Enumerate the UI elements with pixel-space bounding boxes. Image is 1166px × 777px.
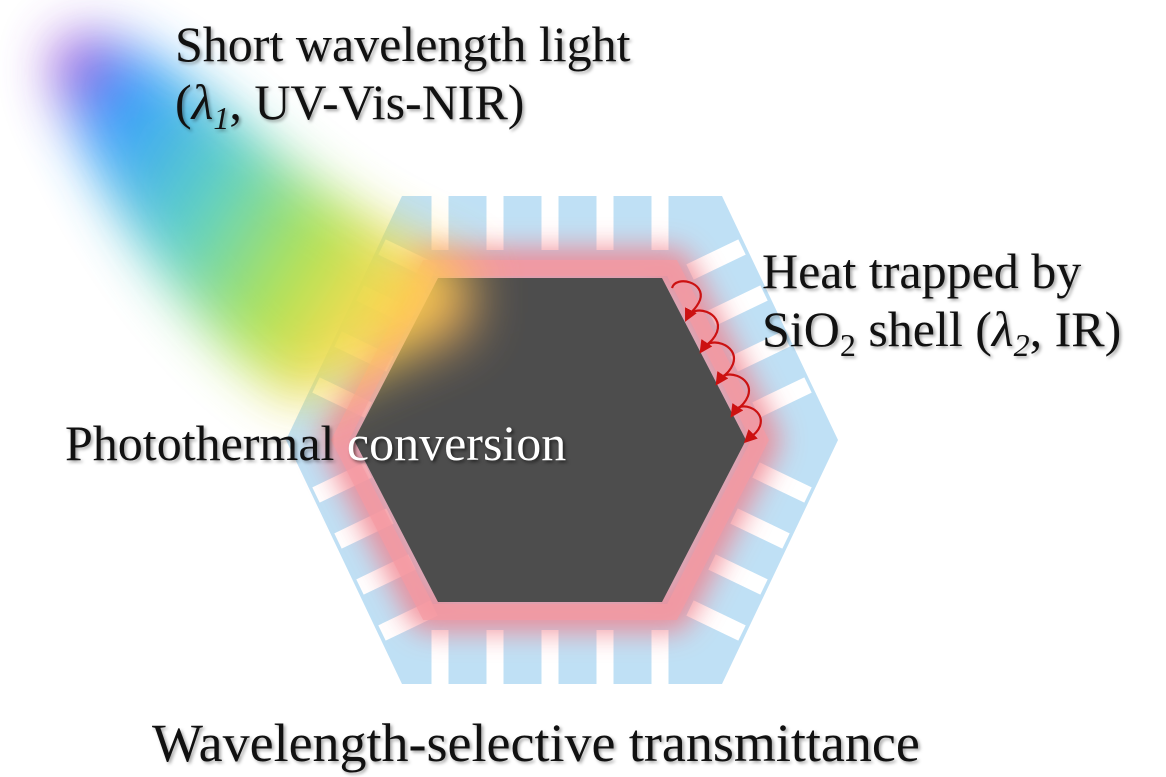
oxygen-subscript: 2 (839, 327, 856, 363)
heat-trapped-line2: SiO2 shell (λ2, IR) (762, 300, 1122, 361)
lambda-subscript: 1 (213, 100, 230, 136)
lambda-symbol: λ (991, 301, 1014, 357)
light-beam (51, 33, 470, 405)
sio-text: SiO (762, 301, 840, 357)
core-hexagon (354, 278, 746, 602)
photothermal-word: Photothermal (65, 415, 335, 471)
heat-trapped-label: Heat trapped by SiO2 shell (λ2, IR) (762, 242, 1122, 361)
curved-arrow-icon (731, 405, 762, 444)
incident-light-label: Short wavelength light (λ1, UV-Vis-NIR) (175, 15, 631, 134)
lambda-symbol: λ (191, 74, 214, 130)
paren-open: ( (175, 74, 192, 130)
shell-text: shell ( (855, 301, 992, 357)
heat-arrows (670, 280, 762, 444)
heat-trapped-line1: Heat trapped by (762, 243, 1082, 299)
photothermal-label: Photothermal conversion (65, 414, 566, 472)
incident-light-line1: Short wavelength light (175, 16, 631, 72)
wavelength-range: , UV-Vis-NIR) (229, 74, 525, 130)
incident-light-line2: (λ1, UV-Vis-NIR) (175, 73, 631, 134)
ir-text: , IR) (1029, 301, 1122, 357)
conversion-word: conversion (334, 415, 567, 471)
lambda-subscript: 2 (1013, 327, 1030, 363)
bottom-caption: Wavelength-selective transmittance (152, 713, 920, 773)
